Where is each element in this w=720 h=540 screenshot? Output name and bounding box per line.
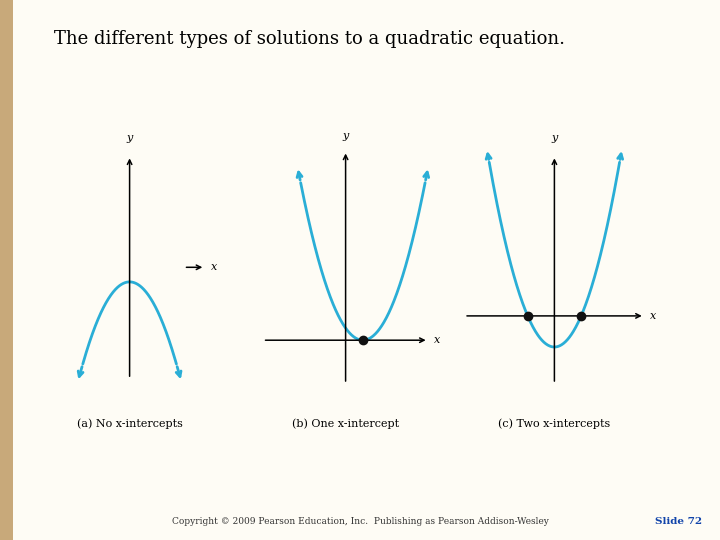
Text: (b) One x-intercept: (b) One x-intercept xyxy=(292,418,399,429)
Text: y: y xyxy=(127,133,132,143)
Text: Slide 72: Slide 72 xyxy=(655,517,702,526)
Text: (c) Two x-intercepts: (c) Two x-intercepts xyxy=(498,418,611,429)
Text: x: x xyxy=(211,262,217,272)
Text: x: x xyxy=(433,335,440,345)
Text: y: y xyxy=(343,131,348,141)
Text: The different types of solutions to a quadratic equation.: The different types of solutions to a qu… xyxy=(54,30,565,48)
Text: x: x xyxy=(649,311,656,321)
Text: (a) No x-intercepts: (a) No x-intercepts xyxy=(76,418,183,429)
Text: y: y xyxy=(552,133,557,143)
Text: Copyright © 2009 Pearson Education, Inc.  Publishing as Pearson Addison-Wesley: Copyright © 2009 Pearson Education, Inc.… xyxy=(171,517,549,526)
